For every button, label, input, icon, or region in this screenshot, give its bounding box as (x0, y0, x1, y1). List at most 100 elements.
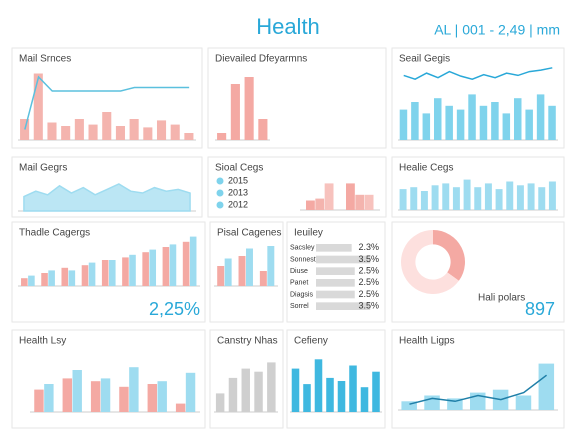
bar (434, 98, 442, 140)
bar (303, 384, 311, 412)
panel-title: Mail Gegrs (19, 163, 67, 174)
value-label: 3.5% (358, 254, 379, 264)
bar (143, 127, 153, 140)
bar (254, 371, 263, 412)
bar (463, 179, 471, 210)
bar (21, 278, 28, 286)
subtitle: AL | 001 - 2,49 | mm (434, 22, 560, 38)
donut-slice (433, 230, 466, 281)
panel: Health Ligps (391, 329, 565, 429)
bar (88, 124, 98, 140)
bar (33, 73, 43, 140)
bar (548, 105, 556, 140)
bar (502, 113, 511, 140)
bar (162, 247, 170, 286)
bar (241, 368, 250, 412)
bar (364, 194, 374, 210)
bar (184, 133, 194, 140)
panel-title: Ieuiley (294, 228, 323, 239)
bar (442, 183, 450, 210)
bar (315, 198, 325, 210)
bar (102, 112, 112, 140)
bar (515, 395, 532, 410)
bar (230, 84, 240, 140)
bar (101, 260, 109, 286)
hbar (316, 244, 352, 252)
bar (90, 381, 101, 412)
bar (536, 94, 545, 140)
bar (100, 378, 111, 412)
bar (47, 122, 57, 140)
bar (175, 403, 186, 412)
row-label: Diagsis (290, 291, 313, 298)
bar (142, 252, 149, 286)
bar (88, 262, 96, 286)
panel-title: Pisal Cagenes (217, 228, 281, 239)
bar (447, 398, 463, 410)
bar (169, 244, 177, 286)
panel-title: Healie Cegs (399, 163, 453, 174)
bar (399, 189, 407, 210)
bar (506, 181, 514, 210)
bar (267, 362, 276, 412)
bar (267, 246, 275, 286)
hbar (316, 302, 371, 310)
panel-title: Dievailed Dfeyarmns (215, 54, 307, 65)
bar (538, 187, 546, 210)
bar (157, 381, 167, 412)
value-label: 2.5% (358, 266, 379, 276)
bar (119, 386, 129, 412)
line (409, 374, 548, 405)
bar (129, 367, 139, 412)
value-label: 2.3% (358, 242, 379, 252)
title: Health (256, 14, 320, 39)
panel: Cefieny (286, 329, 386, 429)
panel: Canstry Nhas (209, 329, 284, 429)
bar (44, 384, 54, 412)
value-label: 3.5% (358, 301, 379, 311)
legend-label: 2012 (228, 199, 248, 209)
bar (147, 384, 157, 412)
bar (129, 119, 139, 140)
panel-title: Health Lsy (19, 336, 66, 347)
legend-swatch (216, 189, 224, 197)
bar (484, 183, 492, 210)
bar (360, 387, 369, 412)
bar (34, 389, 44, 412)
area (23, 183, 191, 212)
panel: Mail Srnces (11, 47, 203, 149)
bar (238, 256, 246, 286)
legend-swatch (216, 177, 224, 185)
bar (115, 126, 125, 140)
bar (527, 183, 535, 210)
panel: Pisal Cagenes (209, 221, 284, 323)
bar (41, 273, 48, 286)
panel-title: Hali polars (478, 293, 525, 304)
row-label: Sonnestr (290, 256, 319, 263)
bar (326, 377, 334, 412)
row-label: Panet (290, 280, 308, 287)
bar (149, 249, 157, 286)
bar (410, 187, 418, 210)
bar (445, 105, 453, 140)
bar (28, 275, 35, 286)
bar (215, 393, 225, 412)
value-label: 2.5% (358, 277, 379, 287)
bar (514, 98, 522, 140)
bar (170, 124, 180, 140)
hbar (316, 255, 371, 264)
legend-label: 2015 (228, 175, 248, 185)
panel-title: Cefieny (294, 336, 328, 347)
legend-swatch (216, 201, 224, 209)
bar (337, 381, 346, 412)
bar (217, 266, 225, 286)
bar (129, 254, 136, 286)
panel-title: Sioal Cegs (215, 163, 263, 174)
bar (431, 185, 439, 210)
bar (491, 102, 499, 140)
panel-title: Canstry Nhas (217, 336, 278, 347)
bar (156, 120, 167, 140)
bar (72, 370, 82, 412)
